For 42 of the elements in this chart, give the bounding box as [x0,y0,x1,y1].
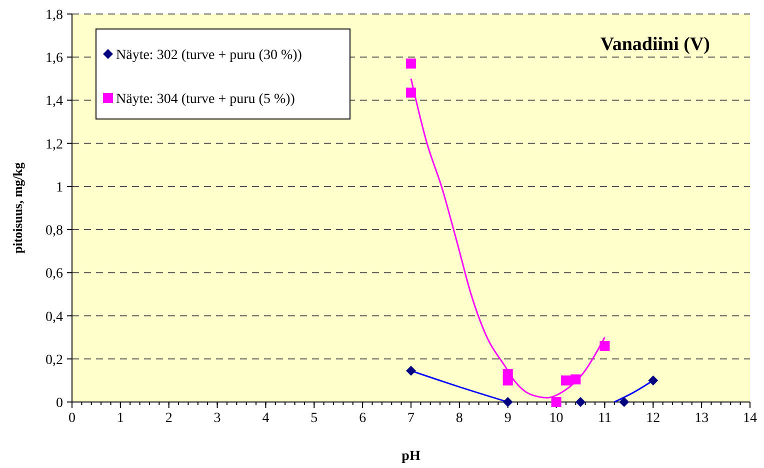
x-tick-label: 6 [359,411,366,426]
legend-label: Näyte: 302 (turve + puru (30 %)) [116,48,302,63]
y-tick-label: 1,2 [46,137,63,152]
y-tick-label: 1,8 [46,8,63,23]
y-tick-label: 0 [56,396,63,411]
point [502,375,513,386]
x-tick-label: 14 [743,411,757,426]
x-tick-label: 2 [165,411,172,426]
x-tick-label: 9 [504,411,512,426]
x-tick-label: 4 [262,411,270,426]
x-tick-label: 7 [408,411,414,426]
y-axis-title: pitoisuus, mg/kg [10,162,25,254]
point [570,374,581,384]
y-tick-label: 1,6 [46,51,63,66]
x-tick-label: 0 [68,411,76,426]
point [406,58,416,69]
point [600,340,610,351]
point [551,397,562,407]
x-tick-label: 11 [598,411,612,426]
y-tick-label: 0,4 [46,310,63,325]
y-tick-label: 1,4 [46,94,63,110]
point [502,397,513,407]
point [648,375,658,386]
text: Vanadiini (V) [600,34,710,55]
x-tick-label: 10 [549,411,564,426]
legend-label: Näyte: 304 (turve + puru (5 %)) [116,92,296,107]
x-tick-label: 5 [310,411,318,426]
point [619,397,630,407]
point [560,375,571,386]
y-tick-label: 0,6 [46,266,63,282]
y-tick-label: 0,8 [46,224,63,239]
x-tick-label: 1 [116,411,124,426]
x-tick-label: 3 [214,411,221,426]
x-tick-label: 12 [646,411,660,426]
x-tick-label: 13 [694,411,709,426]
y-tick-label: 1 [56,180,63,196]
y-tick-label: 0,2 [46,352,63,368]
point [576,397,586,407]
point [406,88,416,98]
x-tick-label: 8 [456,411,463,426]
point [406,366,416,376]
x-axis-title: pH [402,449,420,464]
